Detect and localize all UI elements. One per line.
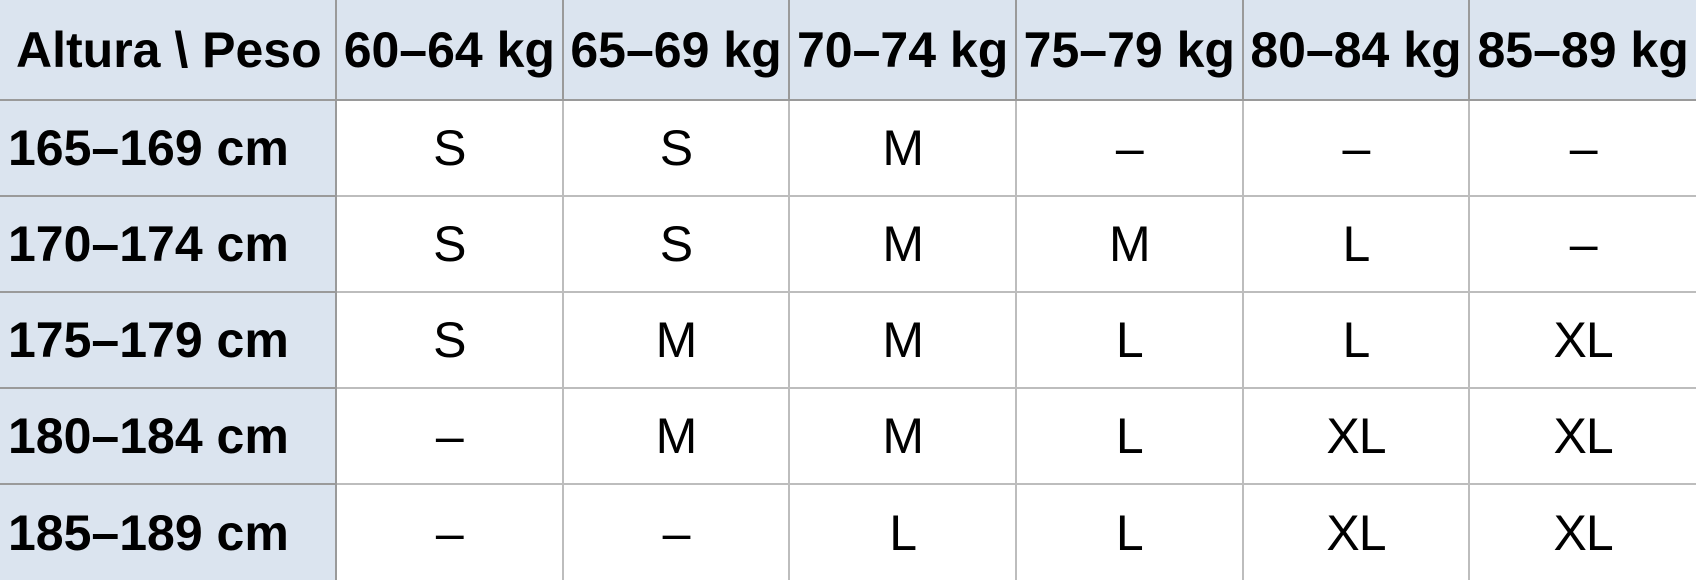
size-cell-4-0: – xyxy=(335,483,564,580)
weight-header-cell-3: 75–79 kg xyxy=(1014,0,1244,101)
size-cell-1-1: S xyxy=(561,195,791,293)
size-cell-0-4: – xyxy=(1241,99,1471,197)
size-cell-2-0: S xyxy=(335,291,564,389)
size-cell-4-1: – xyxy=(561,483,791,580)
size-cell-1-3: M xyxy=(1014,195,1244,293)
size-cell-3-0: – xyxy=(335,387,564,485)
size-cell-3-5: XL xyxy=(1468,387,1696,485)
size-cell-2-2: M xyxy=(788,291,1017,389)
size-cell-2-3: L xyxy=(1014,291,1244,389)
size-cell-0-3: – xyxy=(1014,99,1244,197)
height-row-header-3: 180–184 cm xyxy=(0,387,337,485)
size-cell-3-1: M xyxy=(561,387,791,485)
size-cell-4-4: XL xyxy=(1241,483,1471,580)
height-row-header-2: 175–179 cm xyxy=(0,291,337,389)
height-row-header-0: 165–169 cm xyxy=(0,99,337,197)
table-row-0: 165–169 cm S S M – – – xyxy=(0,99,1696,197)
size-cell-4-2: L xyxy=(788,483,1017,580)
corner-header-cell: Altura \ Peso xyxy=(0,0,337,101)
weight-header-cell-1: 65–69 kg xyxy=(561,0,791,101)
size-cell-1-2: M xyxy=(788,195,1017,293)
table-row-2: 175–179 cm S M M L L XL xyxy=(0,291,1696,389)
table-row-4: 185–189 cm – – L L XL XL xyxy=(0,483,1696,580)
weight-header-cell-2: 70–74 kg xyxy=(788,0,1017,101)
size-cell-0-0: S xyxy=(335,99,564,197)
table-row-1: 170–174 cm S S M M L – xyxy=(0,195,1696,293)
size-chart-header-row: Altura \ Peso 60–64 kg 65–69 kg 70–74 kg 75… xyxy=(0,0,1696,101)
size-cell-2-1: M xyxy=(561,291,791,389)
weight-header-cell-0: 60–64 kg xyxy=(335,0,564,101)
weight-header-cell-5: 85–89 kg xyxy=(1468,0,1696,101)
size-cell-3-2: M xyxy=(788,387,1017,485)
size-cell-3-3: L xyxy=(1014,387,1244,485)
size-cell-0-5: – xyxy=(1468,99,1696,197)
size-cell-4-5: XL xyxy=(1468,483,1696,580)
size-cell-1-5: – xyxy=(1468,195,1696,293)
height-row-header-1: 170–174 cm xyxy=(0,195,337,293)
size-cell-2-5: XL xyxy=(1468,291,1696,389)
size-cell-3-4: XL xyxy=(1241,387,1471,485)
size-cell-0-1: S xyxy=(561,99,791,197)
size-chart-body: 165–169 cm S S M – – –170–174 cm S S M M L –175–179 … xyxy=(0,99,1696,580)
size-cell-1-4: L xyxy=(1241,195,1471,293)
size-cell-4-3: L xyxy=(1014,483,1244,580)
weight-header-cell-4: 80–84 kg xyxy=(1241,0,1471,101)
table-row-3: 180–184 cm – M M L XL XL xyxy=(0,387,1696,485)
height-row-header-4: 185–189 cm xyxy=(0,483,337,580)
size-cell-0-2: M xyxy=(788,99,1017,197)
size-cell-2-4: L xyxy=(1241,291,1471,389)
size-cell-1-0: S xyxy=(335,195,564,293)
